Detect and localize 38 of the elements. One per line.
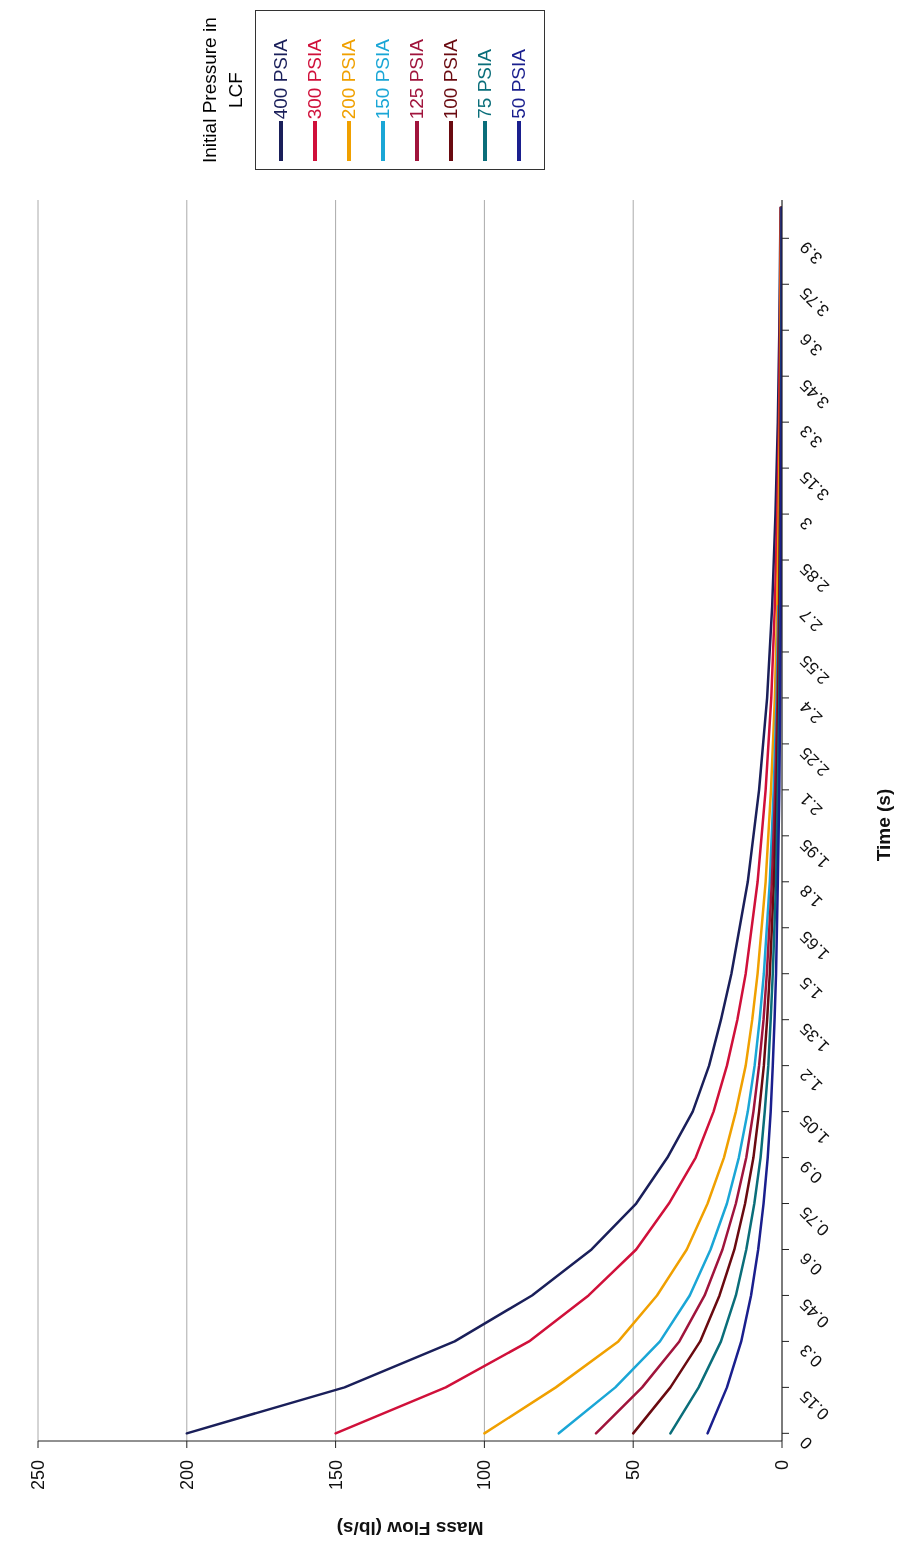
- y-tick-label: 1.95: [796, 835, 834, 872]
- y-tick-label: 3.6: [796, 329, 827, 360]
- y-tick-label: 0.3: [796, 1340, 827, 1371]
- x-tick-label: 50: [623, 1460, 644, 1481]
- x-axis-title: Mass Flow (lb/s): [336, 1517, 484, 1539]
- text: 75 PSIA: [474, 49, 496, 119]
- x-tick-label: 100: [474, 1460, 495, 1491]
- y-tick-label: 0: [796, 1432, 817, 1453]
- y-tick-label: 1.8: [796, 881, 827, 912]
- y-tick-label: 3: [796, 513, 817, 534]
- x-tick-label: 250: [28, 1460, 48, 1491]
- y-tick-label: 3.9: [796, 237, 827, 268]
- text: 125 PSIA: [406, 38, 428, 119]
- legend-title: Initial Pressure in LCF: [198, 16, 247, 166]
- y-tick-label: 2.55: [796, 651, 834, 689]
- text: 100 PSIA: [440, 38, 462, 119]
- y-tick-label: 0.6: [796, 1248, 827, 1279]
- y-tick-label: 1.2: [796, 1064, 827, 1096]
- y-tick-label: 1.05: [796, 1110, 834, 1148]
- x-tick-label: 200: [176, 1460, 197, 1491]
- y-tick-label: 2.7: [796, 605, 827, 636]
- text: 300 PSIA: [304, 38, 326, 119]
- y-tick-label: 3.3: [796, 421, 827, 452]
- x-tick-label: 0: [772, 1460, 792, 1471]
- y-axis-title: Time (s): [872, 788, 894, 862]
- y-tick-label: 1.65: [796, 927, 834, 964]
- y-tick-label: 1.35: [796, 1018, 834, 1056]
- text: 150 PSIA: [372, 38, 394, 119]
- x-tick-label: 150: [325, 1460, 346, 1491]
- text: 200 PSIA: [338, 38, 360, 119]
- y-tick-label: 2.1: [796, 789, 827, 820]
- y-tick-label: 1.5: [796, 972, 827, 1004]
- text: 400 PSIA: [270, 38, 292, 119]
- y-tick-label: 2.4: [796, 697, 827, 728]
- y-tick-label: 0.9: [796, 1156, 827, 1187]
- y-tick-label: 2.25: [796, 743, 834, 781]
- text: 50 PSIA: [508, 49, 530, 119]
- y-tick-label: 2.85: [796, 559, 834, 597]
